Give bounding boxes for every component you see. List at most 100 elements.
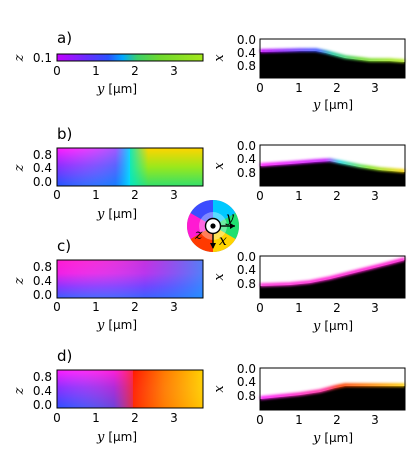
panel-b-right-xtick-3: 3: [371, 189, 379, 203]
panel-d-left-ylabel: z: [12, 387, 27, 395]
panel-a-right-ylabel: x: [212, 54, 227, 62]
panel-d-left-frame: [56, 369, 204, 409]
panel-b-left-ytick-1: 0.4: [33, 161, 52, 175]
panel-d-right-plot: 0.0 0.4 0.8 x 0 1 2 3 y [μm]: [212, 362, 406, 446]
panel-a-left-xlabel: y [μm]: [96, 82, 137, 97]
panel-d-left-xtick-0: 0: [53, 411, 61, 425]
panel-a-film: [260, 51, 405, 78]
panel-c-right-xtick-0: 0: [256, 301, 264, 315]
panel-c-right-frame: [259, 255, 406, 299]
wheel-label-y: y: [225, 210, 235, 226]
panel-a-left-ytick: 0.1: [33, 51, 52, 65]
panel-c-right-plot: 0.0 0.4 0.8 x 0 1 2 3 y [μm]: [212, 250, 406, 334]
panel-label-a: a): [57, 29, 72, 47]
panel-c-left-plot: 0.8 0.4 0.0 z 0 1 2 3 y [μm]: [12, 259, 204, 333]
panel-b-left-ytick-2: 0.0: [33, 175, 52, 189]
panel-a-strip-map: [57, 54, 203, 61]
panel-b-right-ytick-0: 0.0: [237, 139, 256, 153]
panel-d-left-xlabel: y [μm]: [96, 430, 137, 445]
panel-a-right-frame: [259, 38, 406, 79]
panel-a-right-plot: 0.0 0.4 0.8 x 0 1 2 3 y [μm]: [212, 33, 406, 113]
panel-c-right-ytick-1: 0.4: [237, 263, 256, 277]
panel-label-d: d): [57, 347, 72, 365]
panel-c-left-xtick-2: 2: [131, 300, 139, 314]
panel-d-right-xtick-0: 0: [256, 413, 264, 427]
panel-c-right-ytick-0: 0.0: [237, 250, 256, 264]
panel-c-right-ylabel: x: [212, 273, 227, 281]
panel-b-right-frame: [259, 144, 406, 187]
panel-b-right-ytick-2: 0.8: [237, 166, 256, 180]
panel-c-left-ytick-0: 0.8: [33, 260, 52, 274]
panel-c-right-xlabel: y [μm]: [312, 319, 353, 334]
panel-a-right-xtick-0: 0: [256, 81, 264, 95]
wheel-label-x: x: [219, 233, 227, 249]
panel-b-left-ylabel: z: [12, 164, 27, 172]
panel-d-right-ytick-0: 0.0: [237, 362, 256, 376]
panel-c-left-ytick-1: 0.4: [33, 274, 52, 288]
color-wheel: y z x: [187, 200, 239, 252]
panel-c-left-xlabel: y [μm]: [96, 318, 137, 333]
panel-b-right-ylabel: x: [212, 162, 227, 170]
panel-b-left-ytick-0: 0.8: [33, 148, 52, 162]
panel-d-right-ytick-1: 0.4: [237, 375, 256, 389]
panel-d-right-xtick-2: 2: [333, 413, 341, 427]
panel-b-right-xtick-2: 2: [333, 189, 341, 203]
panel-label-c: c): [57, 237, 71, 255]
panel-c-right-xtick-3: 3: [371, 301, 379, 315]
panel-d-right-xlabel: y [μm]: [312, 431, 353, 446]
panel-d-left-xtick-1: 1: [92, 411, 100, 425]
panel-c-film-edge: [259, 257, 406, 287]
panel-d: d) 0.8 0.4 0.0 z 0 1 2 3 y [μm] 0.0 0.4 0…: [12, 347, 406, 446]
panel-c-left-frame: [56, 259, 204, 299]
panel-b-left-xtick-0: 0: [53, 188, 61, 202]
panel-b: b) 0.8 0.4 0.0 z 0 1 2 3 y [μm] 0.0 0.4 0…: [12, 125, 406, 222]
panel-a-strip-frame: [56, 53, 204, 62]
panel-b-right-xtick-0: 0: [256, 189, 264, 203]
panel-a-right-ytick-1: 0.4: [237, 46, 256, 60]
panel-b-right-ytick-1: 0.4: [237, 152, 256, 166]
panel-c-left-xtick-3: 3: [170, 300, 178, 314]
panel-c-left-ylabel: z: [12, 277, 27, 285]
panel-b-left-xtick-1: 1: [92, 188, 100, 202]
panel-d-left-xtick-3: 3: [170, 411, 178, 425]
panel-d-right-xtick-1: 1: [295, 413, 303, 427]
panel-a-left-plot: 0.1 z 0 1 2 3 y [μm]: [12, 51, 204, 97]
panel-b-right-plot: 0.0 0.4 0.8 x 0 1 2 3: [212, 139, 406, 203]
panel-a: a) 0.1 z 0 1 2 3 y [μm] 0.0 0.4 0.8 x 0 1…: [12, 29, 406, 113]
panel-b-film: [260, 161, 405, 186]
panel-d-right-xtick-3: 3: [371, 413, 379, 427]
panel-a-film-edge: [259, 48, 406, 63]
panel-d-right-ylabel: x: [212, 385, 227, 393]
panel-a-left-xtick-2: 2: [131, 64, 139, 78]
panel-d-left-ytick-1: 0.4: [33, 384, 52, 398]
wheel-label-z: z: [194, 227, 203, 243]
panel-label-b: b): [57, 125, 72, 143]
panel-b-right-xtick-1: 1: [295, 189, 303, 203]
panel-b-left-xtick-2: 2: [131, 188, 139, 202]
panel-c-right-ytick-2: 0.8: [237, 277, 256, 291]
panel-c: c) 0.8 0.4 0.0 z 0 1 2 3 y [μm] 0.0 0.4 0…: [12, 237, 406, 334]
panel-a-right-xtick-1: 1: [295, 81, 303, 95]
panel-c-right-xtick-1: 1: [295, 301, 303, 315]
panel-d-film: [260, 386, 405, 410]
panel-a-left-ylabel: z: [12, 54, 27, 62]
panel-d-left-plot: 0.8 0.4 0.0 z 0 1 2 3 y [μm]: [12, 369, 204, 445]
panel-a-left-xtick-3: 3: [170, 64, 178, 78]
panel-d-right-ytick-2: 0.8: [237, 389, 256, 403]
panel-c-left-xtick-1: 1: [92, 300, 100, 314]
panel-b-left-xtick-3: 3: [170, 188, 178, 202]
panel-d-film-edge: [259, 383, 405, 400]
panel-a-right-ytick-2: 0.8: [237, 59, 256, 73]
panel-b-film-edge: [259, 158, 406, 173]
panel-a-right-ytick-0: 0.0: [237, 33, 256, 47]
panel-a-right-xtick-2: 2: [333, 81, 341, 95]
panel-b-left-plot: 0.8 0.4 0.0 z 0 1 2 3 y [μm]: [12, 147, 204, 222]
panel-b-left-xlabel: y [μm]: [96, 207, 137, 222]
panel-c-right-xtick-2: 2: [333, 301, 341, 315]
panel-d-left-xtick-2: 2: [131, 411, 139, 425]
panel-c-left-ytick-2: 0.0: [33, 288, 52, 302]
panel-a-left-xtick-0: 0: [53, 64, 61, 78]
panel-a-right-xlabel: y [μm]: [312, 98, 353, 113]
panel-d-left-ytick-2: 0.0: [33, 398, 52, 412]
